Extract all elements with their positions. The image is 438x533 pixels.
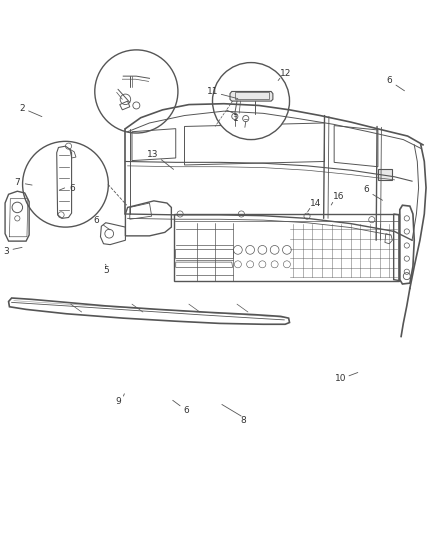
Text: 6: 6 (184, 406, 189, 415)
Text: 5: 5 (102, 266, 108, 276)
Circle shape (95, 50, 177, 133)
Text: 6: 6 (93, 216, 99, 225)
Bar (377, 169, 391, 180)
Text: 3: 3 (3, 247, 9, 256)
Text: 11: 11 (207, 87, 218, 96)
Text: 9: 9 (115, 397, 120, 406)
Text: 10: 10 (335, 375, 346, 383)
Text: 13: 13 (147, 150, 159, 159)
Polygon shape (230, 92, 272, 101)
Text: 6: 6 (385, 76, 391, 85)
Text: 1: 1 (233, 114, 238, 123)
Circle shape (22, 141, 108, 227)
Text: 14: 14 (309, 199, 321, 207)
Text: 6: 6 (69, 184, 75, 193)
Text: 6: 6 (362, 185, 368, 195)
Text: 16: 16 (332, 192, 343, 201)
Text: 8: 8 (240, 416, 246, 425)
Text: 7: 7 (14, 178, 20, 187)
Circle shape (212, 62, 289, 140)
Text: 12: 12 (279, 69, 290, 78)
Text: 2: 2 (19, 103, 25, 112)
